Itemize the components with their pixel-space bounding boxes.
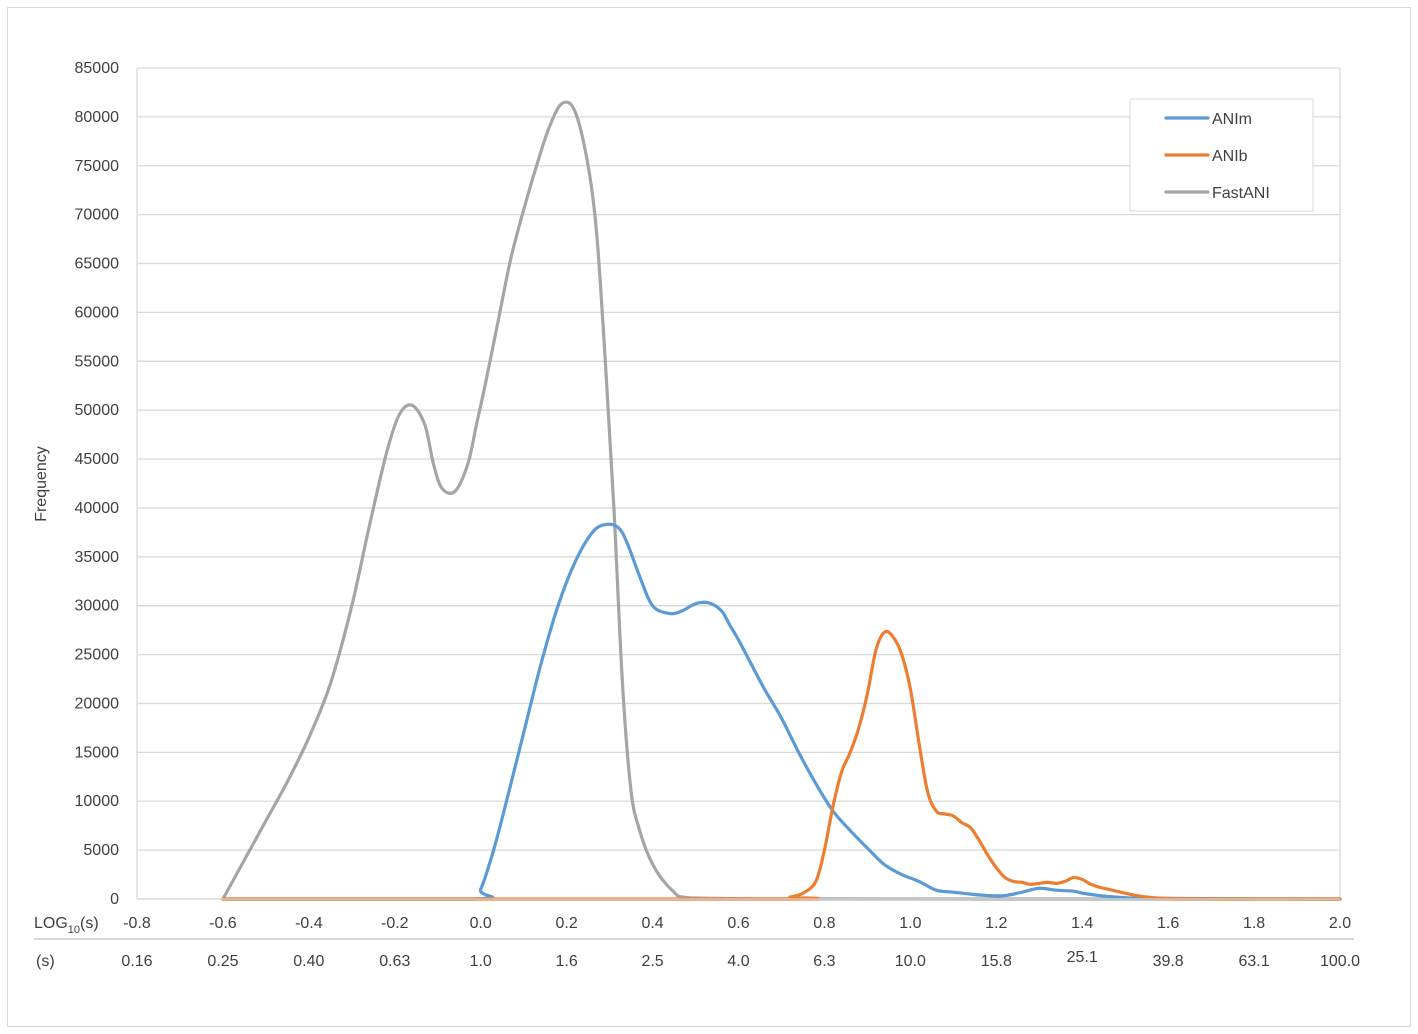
y-tick-label: 65000 xyxy=(75,256,120,273)
series-line-anib xyxy=(221,629,1342,901)
x-tick-label-secondary: 0.63 xyxy=(379,953,410,970)
gridlines xyxy=(136,67,1341,900)
x-tick-label-secondary: 10.0 xyxy=(895,953,926,970)
x-axis-label-primary-prefix: LOG xyxy=(34,915,68,932)
y-tick-label: 45000 xyxy=(75,451,120,468)
x-tick-label-primary: 2.0 xyxy=(1329,915,1351,932)
y-tick-label: 40000 xyxy=(75,500,120,517)
x-tick-label-primary: 0.6 xyxy=(727,915,749,932)
x-tick-label-secondary: 4.0 xyxy=(727,953,749,970)
x-tick-label-primary: 0.0 xyxy=(470,915,492,932)
y-tick-label: 20000 xyxy=(75,695,120,712)
x-tick-label-primary: 1.2 xyxy=(985,915,1007,932)
y-tick-label: 50000 xyxy=(75,402,120,419)
y-tick-label: 10000 xyxy=(75,793,120,810)
y-axis-label: Frequency xyxy=(33,446,50,522)
y-tick-label: 35000 xyxy=(75,549,120,566)
x-tick-label-secondary: 39.8 xyxy=(1153,953,1184,970)
x-tick-label-secondary: 100.0 xyxy=(1320,953,1360,970)
x-axis-label-primary-suffix: (s) xyxy=(80,915,99,932)
x-tick-label-primary: 0.4 xyxy=(641,915,663,932)
x-tick-label-primary: 1.0 xyxy=(899,915,921,932)
x-tick-label-secondary: 0.16 xyxy=(121,953,152,970)
y-tick-label: 30000 xyxy=(75,598,120,615)
x-tick-label-secondary: 63.1 xyxy=(1239,953,1270,970)
x-tick-label-primary: 1.8 xyxy=(1243,915,1265,932)
x-tick-label-secondary: 0.40 xyxy=(293,953,324,970)
legend-label-fastani: FastANI xyxy=(1212,185,1270,202)
y-tick-label: 15000 xyxy=(75,744,120,761)
y-tick-label: 0 xyxy=(110,891,119,908)
series-lines xyxy=(221,100,1342,901)
x-tick-label-primary: 0.2 xyxy=(556,915,578,932)
y-tick-label: 85000 xyxy=(75,60,120,77)
y-tick-label: 80000 xyxy=(75,109,120,126)
y-tick-label: 55000 xyxy=(75,353,120,370)
legend-label-anim: ANIm xyxy=(1212,111,1252,128)
x-axis-label-secondary: (s) xyxy=(36,953,55,970)
y-tick-label: 25000 xyxy=(75,647,120,664)
chart-frame xyxy=(7,7,1411,1027)
x-tick-label-secondary: 2.5 xyxy=(641,953,663,970)
y-tick-label: 5000 xyxy=(83,842,119,859)
x-tick-label-primary: 1.4 xyxy=(1071,915,1093,932)
y-tick-label: 60000 xyxy=(75,304,120,321)
x-tick-label-primary: -0.8 xyxy=(123,915,151,932)
series-line-anim xyxy=(221,522,1342,901)
x-tick-label-secondary: 0.25 xyxy=(207,953,238,970)
y-tick-labels: 0 5000 10000 15000 20000 25000 30000 35000 40000… xyxy=(75,60,120,908)
y-tick-label: 70000 xyxy=(75,207,120,224)
x-axis-label-primary: LOG10(s) xyxy=(34,915,99,936)
x-tick-label-primary: -0.6 xyxy=(209,915,237,932)
x-tick-label-secondary: 15.8 xyxy=(981,953,1012,970)
legend-box xyxy=(1129,98,1314,212)
legend: ANIm ANIb FastANI xyxy=(1129,98,1314,212)
x-tick-label-primary: 1.6 xyxy=(1157,915,1179,932)
series-line-fastani xyxy=(221,100,1342,901)
x-tick-label-primary: -0.2 xyxy=(381,915,409,932)
x-tick-label-secondary: 6.3 xyxy=(813,953,835,970)
x-tick-label-primary: -0.4 xyxy=(295,915,323,932)
x-axis: -0.8 -0.6 -0.4 -0.2 0.0 0.2 0.4 0.6 0.8 1.0 1.2 1.4… xyxy=(34,898,1360,970)
x-tick-label-secondary: 1.0 xyxy=(470,953,492,970)
x-tick-label-secondary: 25.1 xyxy=(1067,949,1098,966)
legend-label-anib: ANIb xyxy=(1212,148,1248,165)
x-tick-label-primary: 0.8 xyxy=(813,915,835,932)
x-tick-label-secondary: 1.6 xyxy=(556,953,578,970)
x-axis-label-primary-subscript: 10 xyxy=(68,924,80,936)
y-tick-label: 75000 xyxy=(75,158,120,175)
